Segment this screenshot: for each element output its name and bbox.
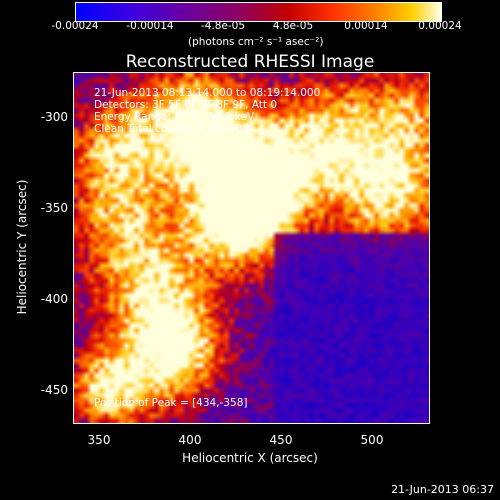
y-tick: -450 bbox=[40, 383, 68, 397]
x-tick: 400 bbox=[178, 433, 202, 447]
x-axis-label: Heliocentric X (arcsec) bbox=[182, 451, 318, 465]
y-tick: -400 bbox=[40, 292, 68, 306]
x-tick: 450 bbox=[269, 433, 293, 447]
y-tick: -350 bbox=[40, 201, 68, 215]
y-axis-label: Heliocentric Y (arcsec) bbox=[15, 179, 29, 315]
time-range-label: 21-Jun-2013 08:13:14.000 to 08:19:14.000 bbox=[94, 87, 321, 99]
x-tick: 500 bbox=[360, 433, 384, 447]
detectors-label: Detectors: 3F 5F 6F 7F 8F 9F, Att 0 bbox=[94, 99, 278, 111]
colorbar-tick: 4.8e-05 bbox=[272, 20, 314, 32]
x-tick: 350 bbox=[87, 433, 111, 447]
rhessi-image bbox=[74, 73, 429, 423]
peak-position-label: Position of Peak = [434,-358] bbox=[94, 397, 248, 409]
total-counts-label: Clean Total counts: 9.58E+03 bbox=[94, 123, 250, 135]
energy-range-label: Energy Range: 25.0 - 50.0 keV bbox=[94, 111, 255, 123]
colorbar-tick: -0.00024 bbox=[51, 20, 99, 32]
colorbar-tick: 0.00024 bbox=[418, 20, 462, 32]
colorbar bbox=[75, 2, 442, 22]
colorbar-tick: -0.00014 bbox=[126, 20, 174, 32]
colorbar-tick: -4.8e-05 bbox=[200, 20, 246, 32]
colorbar-tick: 0.00014 bbox=[344, 20, 388, 32]
image-plot[interactable]: 21-Jun-2013 08:13:14.000 to 08:19:14.000… bbox=[73, 72, 430, 424]
plot-timestamp: 21-Jun-2013 06:37 bbox=[391, 483, 494, 496]
y-tick: -300 bbox=[40, 110, 68, 124]
colorbar-units: (photons cm⁻² s⁻¹ asec⁻²) bbox=[188, 36, 324, 48]
image-title: Reconstructed RHESSI Image bbox=[125, 52, 375, 72]
